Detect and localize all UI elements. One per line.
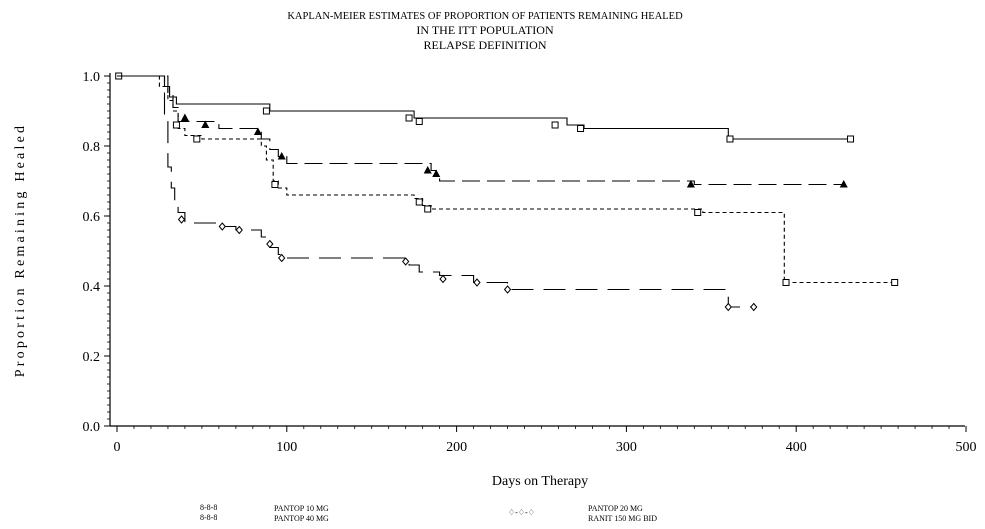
y-ticks: 0.0 0.2 0.4 0.6 0.8 1.0	[83, 70, 110, 435]
censor-marker	[726, 135, 734, 143]
legend-entry-ranit-150: RANIT 150 MG BID	[588, 514, 657, 523]
censor-marker	[177, 215, 186, 224]
x-tick-label: 100	[276, 440, 297, 455]
censor-marker	[891, 279, 899, 286]
censor-marker	[172, 121, 180, 129]
censor-marker	[415, 118, 423, 125]
legend: 8-8-8 8-8-8 PANTOP 10 MG PANTOP 40 MG ♢-♢…	[200, 503, 657, 523]
censor-marker	[277, 151, 286, 160]
x-ticks: 0 100 200 300 400 500	[114, 426, 977, 455]
censor-marker	[415, 198, 423, 206]
legend-symbols-right: ♢-♢-♢	[508, 508, 535, 517]
y-tick-label: 0.4	[83, 280, 101, 295]
y-tick-label: 0.0	[83, 420, 101, 435]
censor-marker	[424, 205, 432, 213]
censor-marker	[235, 225, 243, 235]
censor-marker	[193, 135, 201, 143]
series-4	[117, 75, 758, 312]
censor-marker	[439, 274, 447, 284]
legend-entry-pantop-20: PANTOP 20 MG	[588, 504, 643, 513]
censor-marker	[432, 169, 441, 177]
censor-marker	[847, 135, 855, 143]
series-line	[117, 75, 851, 140]
censor-marker	[180, 113, 189, 121]
x-tick-label: 300	[616, 440, 637, 455]
series-line	[117, 75, 895, 284]
censor-marker	[253, 127, 262, 135]
x-tick-label: 0	[114, 440, 121, 455]
censor-marker	[405, 114, 413, 122]
censor-marker	[686, 179, 695, 188]
legend-symbols-left: 8-8-8 8-8-8	[200, 503, 217, 522]
series-line	[117, 75, 754, 308]
censor-marker	[201, 120, 210, 128]
censor-marker	[423, 165, 432, 174]
legend-entry-pantop-40: PANTOP 40 MG	[274, 514, 329, 523]
title-line-1: KAPLAN-MEIER ESTIMATES OF PROPORTION OF …	[287, 11, 683, 22]
censor-marker	[473, 278, 481, 287]
censor-marker	[551, 121, 559, 129]
censor-marker	[724, 302, 732, 312]
series-3	[117, 75, 848, 188]
censor-marker	[750, 302, 758, 312]
censor-marker	[694, 209, 702, 216]
series-2	[115, 72, 855, 143]
y-tick-label: 0.2	[83, 350, 101, 365]
x-tick-label: 500	[956, 440, 977, 455]
chart-title: KAPLAN-MEIER ESTIMATES OF PROPORTION OF …	[287, 11, 683, 52]
axes: 0.0 0.2 0.4 0.6 0.8 1.0 0 100 200 300 400 500	[83, 70, 977, 455]
censor-marker	[503, 285, 512, 294]
series-layer	[115, 72, 899, 312]
censor-marker	[577, 125, 585, 132]
censor-marker	[266, 239, 274, 249]
series-1	[117, 75, 899, 286]
censor-marker	[278, 253, 286, 263]
censor-marker	[271, 181, 279, 188]
x-axis-label: Days on Therapy	[492, 474, 588, 489]
title-line-3: RELAPSE DEFINITION	[424, 38, 547, 52]
y-tick-label: 0.6	[83, 210, 101, 225]
censor-marker	[262, 107, 270, 115]
legend-entry-pantop-10: PANTOP 10 MG	[274, 504, 329, 513]
censor-marker	[839, 179, 848, 188]
x-tick-label: 400	[786, 440, 807, 455]
series-line	[117, 75, 844, 186]
censor-marker	[218, 222, 226, 231]
y-tick-label: 1.0	[83, 70, 101, 85]
y-tick-label: 0.8	[83, 140, 101, 155]
y-axis-label: Proportion Remaining Healed	[13, 123, 28, 377]
censor-marker	[402, 257, 410, 266]
x-tick-label: 200	[446, 440, 467, 455]
title-line-2: IN THE ITT POPULATION	[416, 23, 554, 37]
censor-marker	[782, 279, 790, 286]
